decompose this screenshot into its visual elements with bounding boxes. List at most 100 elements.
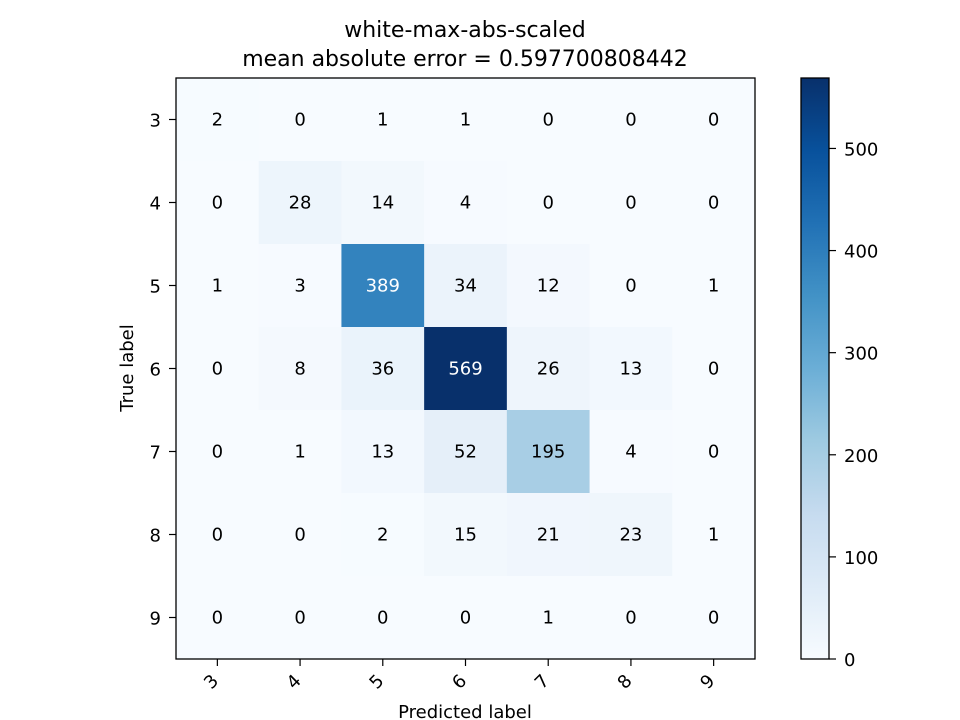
heatmap-cell-labels: 2 0 1 1 0 0 0 0 28 14 4 0 0 0 1 3 389 34 12 0 1 0 8 36 569 26 13 0 0…: [212, 110, 720, 629]
cell-value-label: 0: [708, 608, 719, 629]
colorbar-tick-label: 100: [844, 548, 878, 569]
cell-value-label: 1: [377, 110, 388, 131]
x-axis-ticks: 3 4 5 6 7 8 9: [200, 659, 719, 694]
heatmap-cell: [506, 244, 591, 328]
chart-subtitle: mean absolute error = 0.597700808442: [242, 47, 688, 72]
cell-value-label: 0: [542, 193, 553, 214]
y-axis-ticks: 3 4 5 6 7 8 9: [150, 111, 176, 630]
heatmap-cells: [176, 78, 756, 660]
x-tick-label: 5: [365, 671, 388, 694]
heatmap-cell: [341, 410, 425, 494]
cell-value-label: 0: [212, 608, 223, 629]
cell-value-label: 0: [212, 359, 223, 380]
cell-value-label: 0: [460, 608, 471, 629]
heatmap-cell: [258, 244, 342, 328]
cell-value-label: 0: [708, 110, 719, 131]
heatmap-cell: [176, 410, 260, 494]
heatmap-cell: [341, 576, 425, 660]
cell-value-label: 26: [537, 359, 560, 380]
cell-value-label: 0: [625, 608, 636, 629]
heatmap-cell: [341, 493, 425, 577]
cell-value-label: 0: [708, 193, 719, 214]
cell-value-label: 1: [460, 110, 471, 131]
cell-value-label: 1: [542, 608, 553, 629]
cell-value-label: 569: [448, 359, 482, 380]
heatmap-cell: [672, 327, 756, 411]
cell-value-label: 0: [542, 110, 553, 131]
heatmap-cell: [506, 410, 591, 494]
cell-value-label: 1: [708, 276, 719, 297]
cell-value-label: 4: [460, 193, 471, 214]
heatmap-cell: [258, 78, 342, 162]
heatmap-cell: [341, 161, 425, 245]
heatmap-cell: [672, 161, 756, 245]
cell-value-label: 13: [619, 359, 642, 380]
heatmap-cell: [589, 78, 673, 162]
x-tick-label: 3: [200, 671, 223, 694]
cell-value-label: 0: [625, 276, 636, 297]
heatmap-cell: [589, 327, 673, 411]
heatmap-cell: [258, 410, 342, 494]
colorbar-tick-label: 400: [844, 242, 878, 263]
cell-value-label: 34: [454, 276, 477, 297]
x-tick-label: 4: [283, 671, 306, 694]
heatmap-cell: [258, 576, 342, 660]
heatmap-cell: [589, 576, 673, 660]
heatmap-cell: [672, 244, 756, 328]
cell-value-label: 12: [537, 276, 560, 297]
chart-title: white-max-abs-scaled: [344, 18, 586, 43]
heatmap-cell: [424, 244, 508, 328]
heatmap-cell: [424, 327, 508, 411]
heatmap-cell: [506, 576, 591, 660]
colorbar-tick-label: 500: [844, 139, 878, 160]
cell-value-label: 28: [289, 193, 312, 214]
cell-value-label: 36: [371, 359, 394, 380]
heatmap-cell: [176, 327, 260, 411]
y-tick-label: 6: [150, 360, 161, 381]
y-tick-label: 5: [150, 277, 161, 298]
x-tick-label: 6: [448, 671, 471, 694]
y-tick-label: 7: [150, 443, 161, 464]
heatmap-cell: [258, 493, 342, 577]
heatmap-cell: [424, 161, 508, 245]
cell-value-label: 0: [212, 442, 223, 463]
heatmap-cell: [589, 493, 673, 577]
cell-value-label: 0: [708, 442, 719, 463]
heatmap-cell: [589, 410, 673, 494]
heatmap-cell: [506, 327, 591, 411]
heatmap-cell: [506, 161, 591, 245]
colorbar-tick-label: 200: [844, 446, 878, 467]
y-tick-label: 9: [150, 609, 161, 630]
cell-value-label: 8: [294, 359, 305, 380]
heatmap-cell: [258, 327, 342, 411]
cell-value-label: 21: [537, 525, 560, 546]
cell-value-label: 23: [619, 525, 642, 546]
heatmap-cell: [424, 410, 508, 494]
x-axis-label: Predicted label: [398, 702, 532, 720]
heatmap-cell: [424, 493, 508, 577]
cell-value-label: 195: [531, 442, 565, 463]
heatmap-cell: [341, 244, 425, 328]
heatmap-cell: [506, 493, 591, 577]
cell-value-label: 13: [371, 442, 394, 463]
cell-value-label: 0: [625, 193, 636, 214]
cell-value-label: 52: [454, 442, 477, 463]
colorbar-ticks: 0 100 200 300 400 500: [829, 139, 878, 671]
cell-value-label: 0: [294, 110, 305, 131]
cell-value-label: 0: [212, 525, 223, 546]
cell-value-label: 0: [708, 359, 719, 380]
heatmap-cell: [176, 161, 260, 245]
cell-value-label: 0: [377, 608, 388, 629]
colorbar: [800, 77, 830, 660]
heatmap-cell: [424, 576, 508, 660]
cell-value-label: 0: [625, 110, 636, 131]
cell-value-label: 389: [366, 276, 400, 297]
heatmap-cell: [341, 78, 425, 162]
heatmap-cell: [176, 244, 260, 328]
colorbar-tick-label: 0: [844, 650, 855, 671]
x-tick-label: 8: [614, 671, 637, 694]
cell-value-label: 2: [212, 110, 223, 131]
cell-value-label: 14: [371, 193, 394, 214]
colorbar-tick-label: 300: [844, 344, 878, 365]
